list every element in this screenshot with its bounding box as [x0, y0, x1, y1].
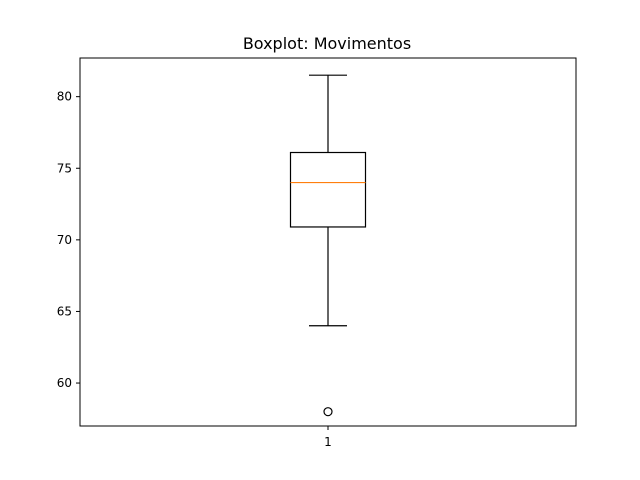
y-tick-label: 80	[57, 90, 72, 104]
y-tick-label: 60	[57, 376, 72, 390]
y-tick-label: 75	[57, 161, 72, 175]
chart-title: Boxplot: Movimentos	[243, 34, 411, 53]
x-tick-label: 1	[324, 435, 332, 449]
y-tick-label: 65	[57, 304, 72, 318]
outlier-point	[323, 407, 333, 417]
y-tick-label: 70	[57, 233, 72, 247]
plot-area: 60 65 70 75 80 1	[57, 74, 367, 449]
axes-frame	[79, 57, 577, 427]
iqr-box	[289, 151, 367, 228]
